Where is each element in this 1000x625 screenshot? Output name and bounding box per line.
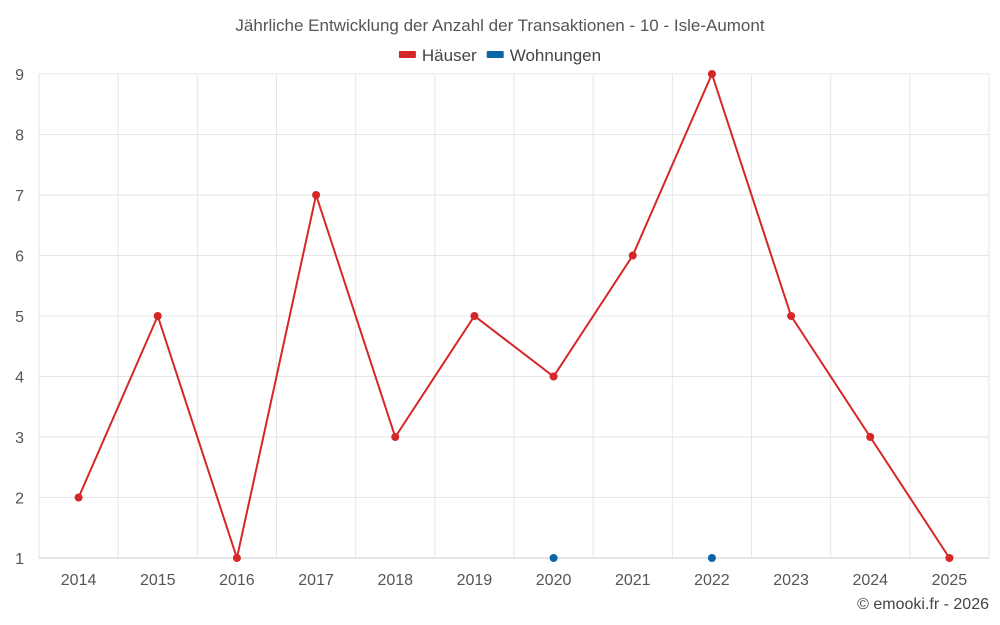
legend-label: Wohnungen [510,46,601,65]
data-point[interactable] [707,554,716,562]
legend-item[interactable]: Häuser [398,46,477,65]
x-tick-label: 2015 [140,572,176,589]
series-line [77,71,951,562]
x-tick-label: 2022 [694,572,730,589]
chart-title: Jährliche Entwicklung der Anzahl der Tra… [235,16,764,35]
data-point[interactable] [866,433,875,441]
horizontal-gridlines [39,73,989,559]
x-tick-label: 2017 [298,572,334,589]
data-point[interactable] [391,433,400,441]
y-tick-label: 5 [15,309,24,326]
data-point[interactable] [312,191,321,199]
data-point[interactable] [945,554,954,562]
x-axis-ticks: 2014 2015 2016 2017 2018 2019 2020 2021 2022 2023… [61,572,968,589]
data-point[interactable] [549,554,558,562]
data-point[interactable] [787,312,796,320]
x-tick-label: 2024 [852,572,888,589]
data-point[interactable] [628,251,637,260]
x-tick-label: 2014 [61,572,97,589]
legend-swatch [398,51,416,58]
series-layer [74,70,954,562]
x-tick-label: 2016 [219,572,255,589]
y-axis-ticks: 1 2 3 4 5 6 7 8 9 [15,67,24,568]
data-point[interactable] [232,554,241,562]
y-tick-label: 1 [15,551,24,568]
x-tick-label: 2018 [377,572,413,589]
legend-item[interactable]: Wohnungen [486,46,601,65]
y-tick-label: 9 [15,67,24,84]
data-point[interactable] [153,312,162,320]
x-tick-label: 2025 [932,572,968,589]
y-tick-label: 4 [15,370,24,387]
x-tick-label: 2019 [457,572,493,589]
y-tick-label: 2 [15,491,24,508]
y-tick-label: 7 [15,188,24,205]
x-tick-label: 2020 [536,572,572,589]
data-point[interactable] [74,493,83,502]
data-point[interactable] [707,70,716,78]
legend-swatch [486,51,504,58]
y-tick-label: 3 [15,430,24,447]
legend-label: Häuser [422,46,477,65]
x-tick-label: 2021 [615,572,651,589]
data-point[interactable] [549,372,558,381]
data-point[interactable] [470,312,479,320]
series-1 [74,70,954,562]
y-tick-label: 6 [15,249,24,266]
legend: Häuser Wohnungen [398,46,601,65]
x-tick-label: 2023 [773,572,809,589]
series-2 [549,554,716,562]
y-tick-label: 8 [15,128,24,145]
credit-text: © emooki.fr - 2026 [857,596,989,613]
